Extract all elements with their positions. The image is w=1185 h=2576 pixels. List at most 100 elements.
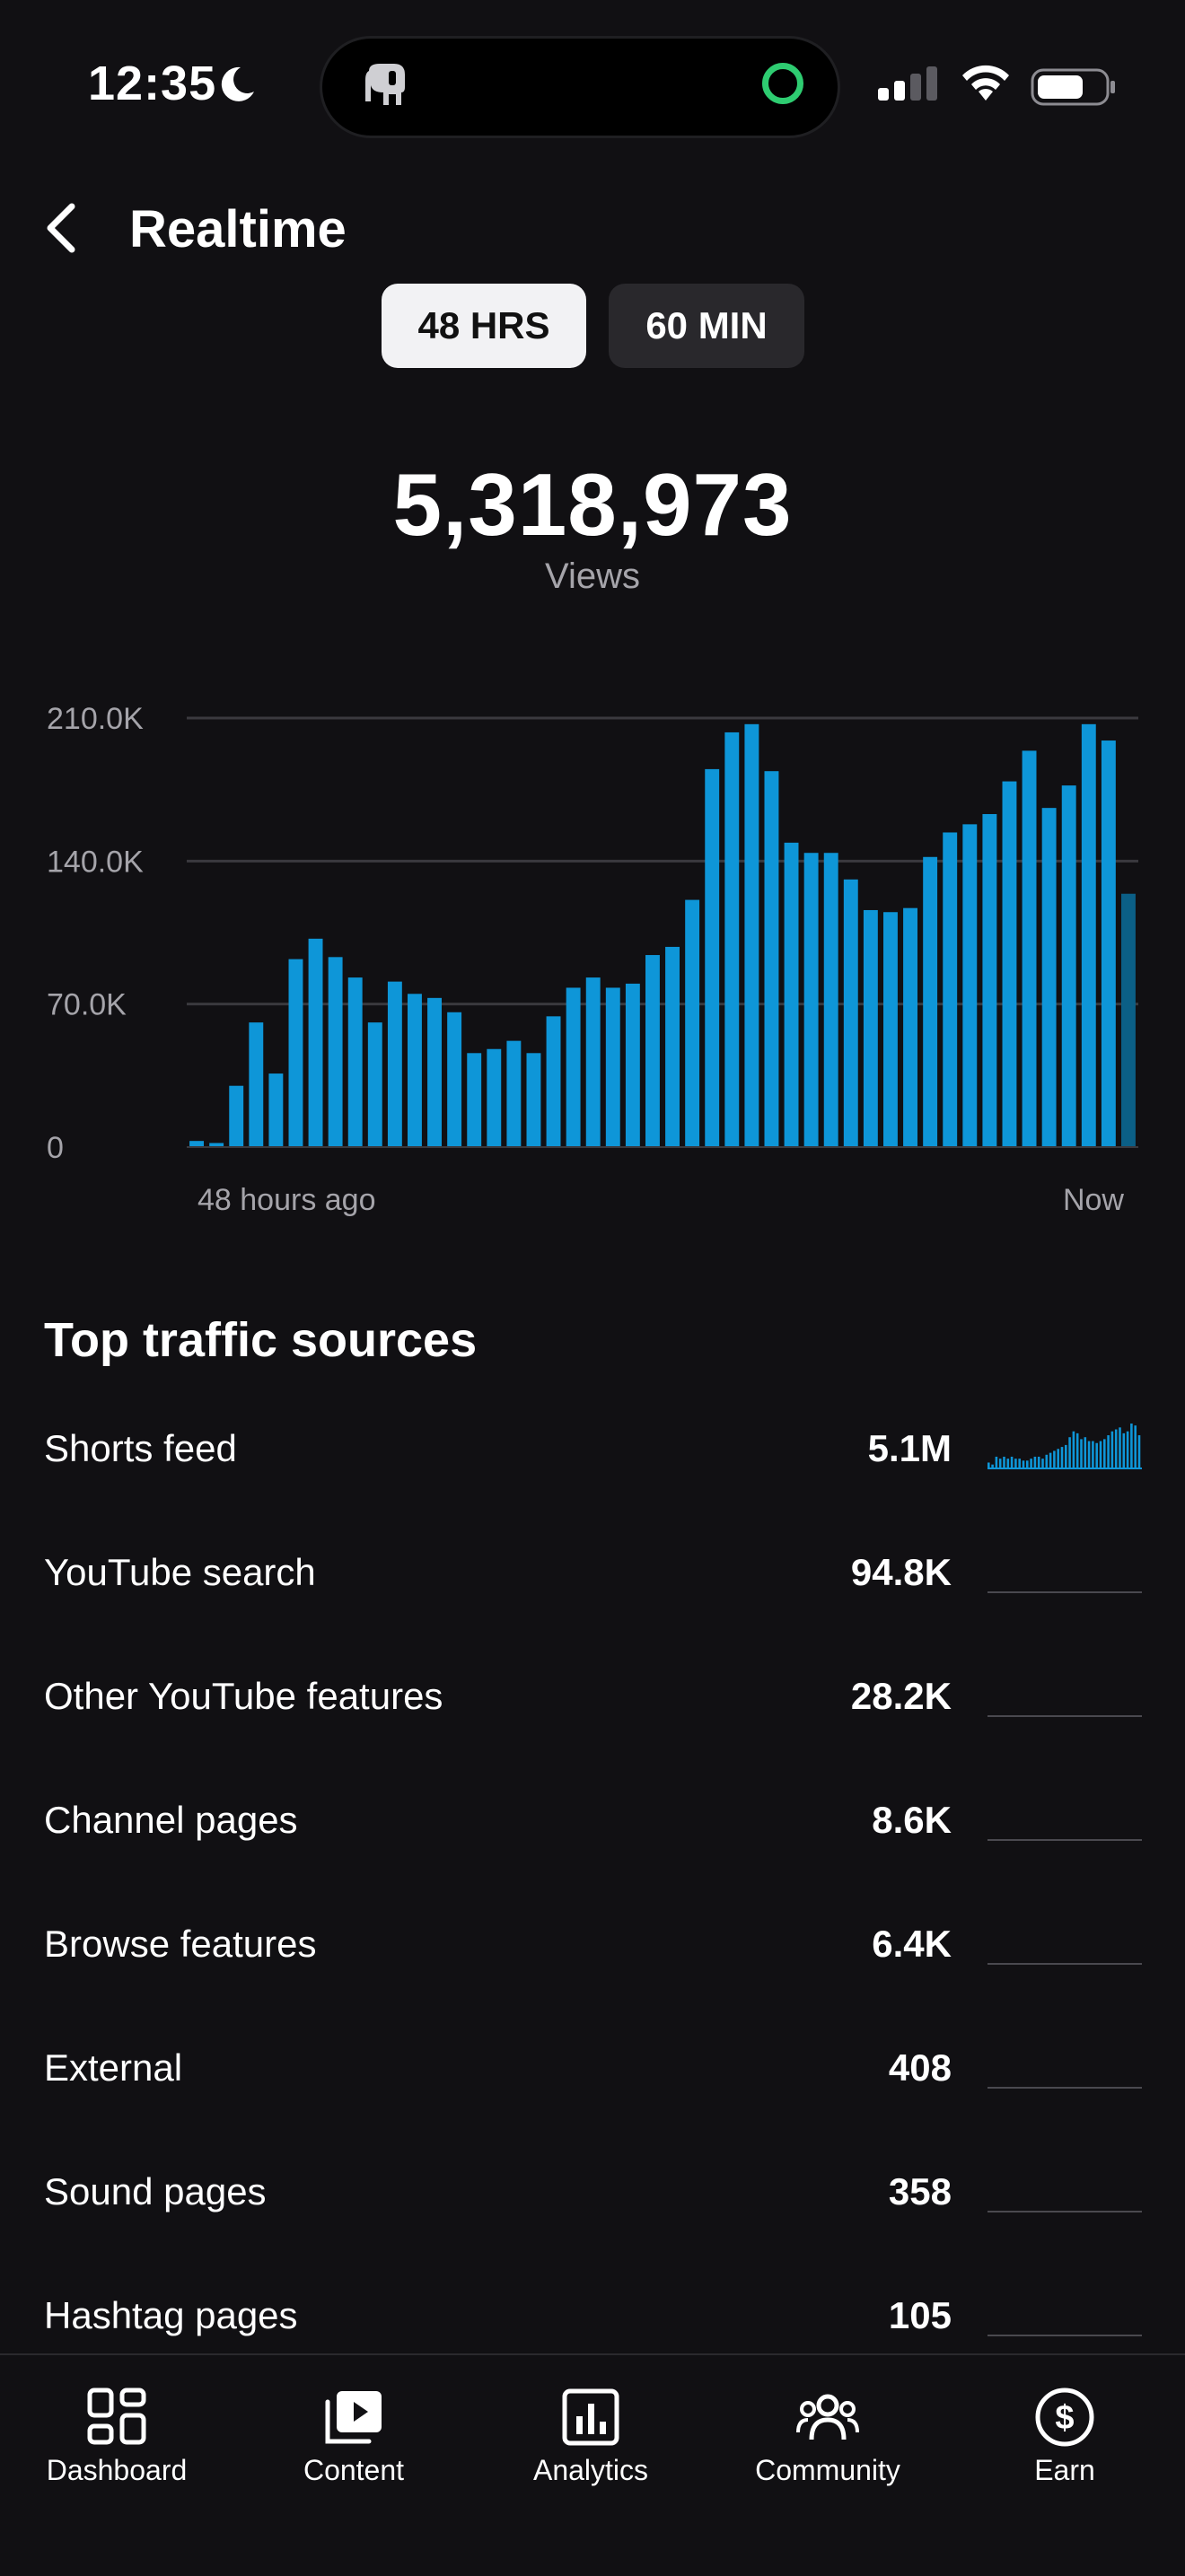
- page-header: Realtime: [0, 188, 1185, 269]
- chart-bar[interactable]: [249, 1022, 264, 1147]
- dollar-icon: $: [1035, 2388, 1094, 2447]
- nav-analytics[interactable]: Analytics: [474, 2371, 707, 2497]
- sparkline-bar: [1053, 1450, 1056, 1468]
- traffic-source-name: Browse features: [44, 1923, 317, 1965]
- sparkline-bar: [1075, 1433, 1079, 1468]
- sparkline-bar: [1041, 1459, 1044, 1468]
- traffic-row[interactable]: Shorts feed 5.1M: [0, 1393, 1185, 1517]
- chart-bar[interactable]: [982, 813, 997, 1147]
- chart-bar[interactable]: [585, 977, 601, 1147]
- chart-bar[interactable]: [1121, 893, 1136, 1147]
- chart-bar[interactable]: [566, 987, 581, 1147]
- chart-bar[interactable]: [1061, 785, 1076, 1147]
- sparkline-bar: [1134, 1425, 1137, 1468]
- sparkline-bar: [1003, 1456, 1005, 1468]
- page-title: Realtime: [129, 200, 347, 258]
- traffic-row[interactable]: YouTube search 94.8K: [0, 1517, 1185, 1641]
- sparkline-bar: [1033, 1456, 1037, 1468]
- traffic-row[interactable]: Browse features 6.4K: [0, 1888, 1185, 2012]
- chart-bar[interactable]: [1081, 723, 1096, 1147]
- traffic-source-value: 28.2K: [850, 1675, 952, 1717]
- chart-bar[interactable]: [923, 856, 938, 1147]
- x-tick-label-start: 48 hours ago: [198, 1183, 376, 1217]
- traffic-row[interactable]: Hashtag pages 105: [0, 2260, 1185, 2384]
- dynamic-island: [320, 36, 840, 138]
- sparkline-bar: [1103, 1439, 1106, 1468]
- chart-bar[interactable]: [367, 1022, 382, 1147]
- sparkline-bar: [1018, 1459, 1021, 1468]
- traffic-source-name: YouTube search: [44, 1551, 316, 1593]
- chart-bar[interactable]: [724, 732, 740, 1147]
- chart-bar[interactable]: [1101, 740, 1116, 1147]
- chart-bar[interactable]: [328, 957, 343, 1147]
- nav-analytics-label: Analytics: [532, 2454, 649, 2486]
- chart-bar[interactable]: [308, 938, 323, 1147]
- chart-bar[interactable]: [526, 1053, 541, 1147]
- sparkline-bar: [1126, 1431, 1129, 1468]
- chart-bar[interactable]: [546, 1016, 561, 1147]
- back-arrow-icon[interactable]: [40, 201, 84, 255]
- nav-dashboard-label: Dashboard: [46, 2454, 188, 2486]
- traffic-sparkline: [988, 1839, 1142, 1841]
- traffic-row[interactable]: Other YouTube features 28.2K: [0, 1641, 1185, 1765]
- chart-bar[interactable]: [427, 997, 442, 1147]
- chart-bar[interactable]: [883, 912, 898, 1147]
- chart-bar[interactable]: [447, 1012, 462, 1147]
- chart-bar[interactable]: [229, 1085, 244, 1147]
- chart-bar[interactable]: [843, 879, 858, 1147]
- chart-bar[interactable]: [268, 1073, 284, 1147]
- chart-bar[interactable]: [347, 977, 363, 1147]
- chart-bar[interactable]: [962, 824, 978, 1147]
- traffic-source-value: 408: [888, 2046, 952, 2089]
- chart-bar[interactable]: [1022, 750, 1037, 1147]
- chart-bar[interactable]: [665, 946, 680, 1147]
- nav-dashboard[interactable]: Dashboard: [0, 2371, 233, 2497]
- traffic-row[interactable]: Sound pages 358: [0, 2136, 1185, 2260]
- chart-bar[interactable]: [823, 853, 838, 1147]
- moon-icon: [221, 66, 254, 101]
- content-icon: [325, 2391, 382, 2444]
- chart-bar[interactable]: [506, 1040, 522, 1147]
- chart-bar[interactable]: [625, 983, 640, 1147]
- sparkline-bar: [1022, 1460, 1025, 1468]
- chart-bar[interactable]: [189, 1141, 204, 1147]
- chart-bar[interactable]: [764, 771, 779, 1147]
- chart-bar[interactable]: [288, 959, 303, 1147]
- traffic-sparkline: [988, 1963, 1142, 1965]
- chart-bar[interactable]: [1041, 808, 1057, 1147]
- nav-community-label: Community: [755, 2454, 900, 2486]
- y-tick-label: 210.0K: [47, 702, 144, 736]
- chart-bar[interactable]: [803, 853, 819, 1147]
- traffic-row[interactable]: External 408: [0, 2012, 1185, 2136]
- chart-bar[interactable]: [487, 1048, 502, 1147]
- chart-bar[interactable]: [645, 955, 660, 1147]
- views-chart-svg: 210.0K 140.0K 70.0K 0 48 hours ago Now: [47, 702, 1138, 1217]
- tab-48-hrs[interactable]: 48 HRS: [382, 284, 586, 368]
- nav-content[interactable]: Content: [237, 2371, 470, 2497]
- chart-bar[interactable]: [1002, 781, 1017, 1147]
- chart-bar[interactable]: [943, 832, 958, 1147]
- chart-bar[interactable]: [744, 723, 759, 1147]
- sparkline-bar: [1080, 1439, 1083, 1468]
- chart-bar[interactable]: [903, 907, 917, 1147]
- chart-bar[interactable]: [467, 1053, 482, 1147]
- chart-bar[interactable]: [784, 842, 799, 1147]
- analytics-icon: [562, 2388, 619, 2446]
- battery-icon: [1031, 68, 1115, 106]
- chart-bar[interactable]: [209, 1143, 224, 1147]
- wifi-icon: [962, 65, 1009, 101]
- traffic-sparkline: [988, 1715, 1142, 1717]
- nav-earn[interactable]: $ Earn: [948, 2371, 1181, 2497]
- chart-bar[interactable]: [863, 909, 878, 1147]
- tab-60-min[interactable]: 60 MIN: [609, 284, 804, 368]
- traffic-sparkline: [988, 1591, 1142, 1593]
- activity-ring: [762, 63, 803, 104]
- traffic-source-name: Hashtag pages: [44, 2294, 298, 2336]
- chart-bar[interactable]: [408, 994, 422, 1147]
- nav-community[interactable]: Community: [711, 2371, 944, 2497]
- chart-bar[interactable]: [705, 768, 720, 1147]
- traffic-row[interactable]: Channel pages 8.6K: [0, 1765, 1185, 1888]
- chart-bar[interactable]: [387, 981, 402, 1147]
- chart-bar[interactable]: [605, 987, 620, 1147]
- chart-bar[interactable]: [685, 899, 700, 1147]
